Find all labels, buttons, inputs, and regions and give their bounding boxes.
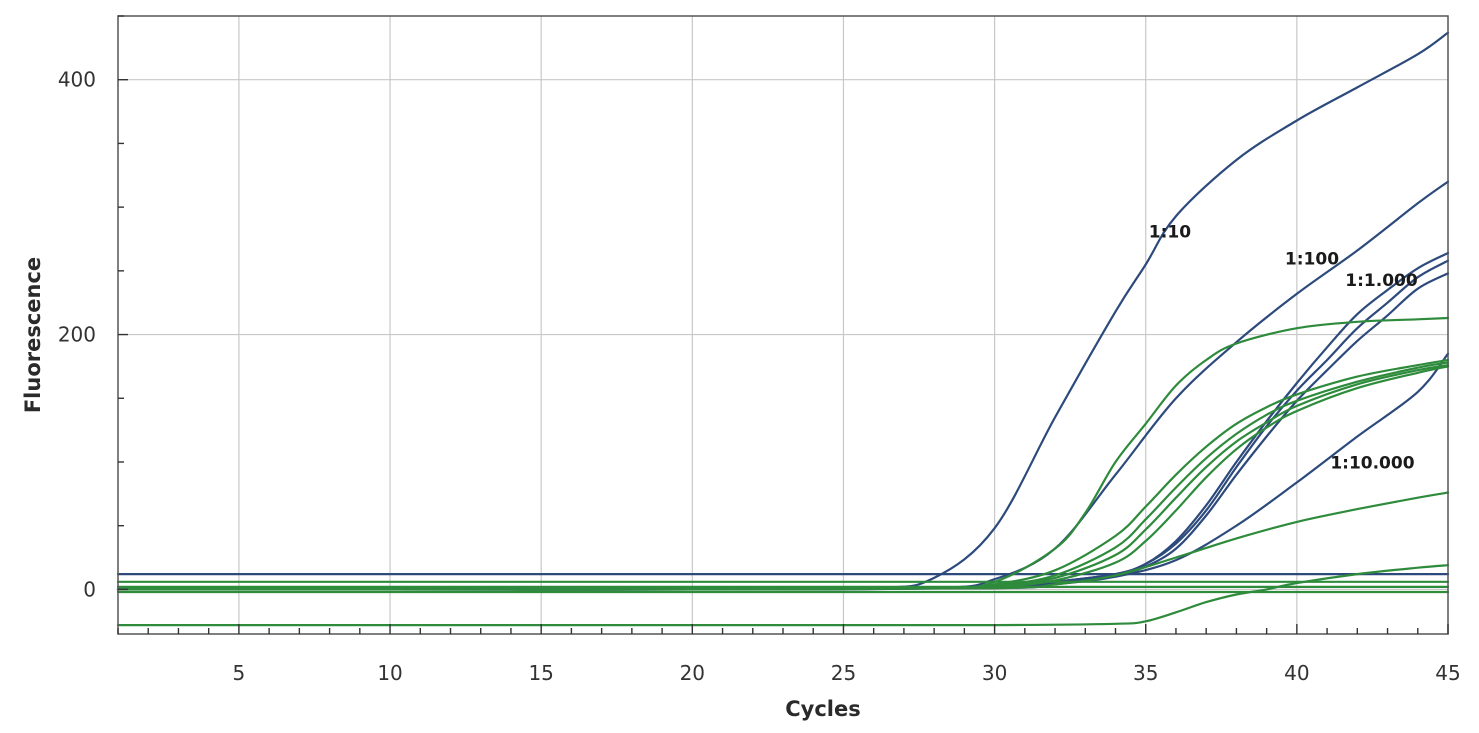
blue-series-line	[116, 251, 1450, 591]
dilution-annotation: 1:10	[1149, 223, 1191, 243]
green-series-line	[116, 364, 1450, 591]
dilution-annotation: 1:10.000	[1330, 453, 1414, 473]
x-tick-label: 40	[1284, 661, 1309, 685]
dilution-annotation: 1:100	[1285, 249, 1339, 269]
green-series-line	[116, 365, 1450, 591]
tick-labels: 5 10 15 20 25 30 35 40 45 0 200 400	[58, 68, 1461, 685]
y-tick-label: 200	[58, 323, 96, 347]
green-series-line	[116, 358, 1450, 591]
x-tick-label: 25	[831, 661, 856, 685]
green-series-line	[116, 316, 1450, 591]
x-tick-label: 30	[982, 661, 1007, 685]
grid	[118, 16, 1448, 634]
blue-series-line	[116, 272, 1450, 591]
y-axis-title: Fluorescence	[21, 257, 45, 413]
green-series-line	[116, 491, 1450, 591]
y-tick-label: 400	[58, 68, 96, 92]
x-tick-label: 5	[233, 661, 246, 685]
blue-series-line	[116, 31, 1450, 591]
x-tick-label: 15	[528, 661, 553, 685]
annotations: 1:10 1:100 1:1.000 1:10.000	[1149, 223, 1418, 474]
axis-ticks	[117, 15, 1449, 634]
x-axis-title: Cycles	[785, 697, 861, 721]
green-series-line	[116, 361, 1450, 591]
dilution-annotation: 1:1.000	[1345, 271, 1418, 291]
plot-frame	[117, 15, 1449, 635]
x-tick-label: 10	[377, 661, 402, 685]
y-tick-label: 0	[83, 577, 96, 601]
blue-series-line	[116, 352, 1450, 591]
series-lines	[116, 31, 1450, 627]
x-tick-label: 45	[1435, 661, 1460, 685]
x-tick-label: 20	[680, 661, 705, 685]
blue-series-line	[116, 180, 1450, 591]
x-tick-label: 35	[1133, 661, 1158, 685]
